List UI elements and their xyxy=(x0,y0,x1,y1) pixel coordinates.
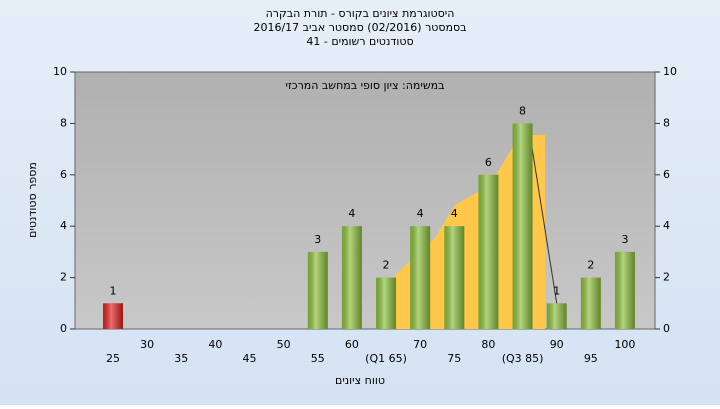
x-tick-label: (Q1 65) xyxy=(365,352,407,365)
y-tick-label: 0 xyxy=(60,322,67,335)
x-tick-label: 30 xyxy=(140,338,154,351)
trend-line xyxy=(529,134,558,306)
y2-tick-label: 4 xyxy=(663,219,670,232)
bar-shade xyxy=(512,123,533,330)
bar-shade xyxy=(341,226,362,329)
x-axis-label: טווח ציונים xyxy=(335,374,385,387)
value-label: 1 xyxy=(110,284,117,297)
x-tick-label: 55 xyxy=(311,352,325,365)
value-label: 2 xyxy=(587,259,594,272)
x-tick-label: 45 xyxy=(243,352,257,365)
value-label: 6 xyxy=(485,156,492,169)
y-tick-label: 2 xyxy=(60,271,67,284)
annotation: במשימה: ציון סופי במחשב המרכזי xyxy=(285,79,444,92)
value-label: 4 xyxy=(417,207,424,220)
bar-shade xyxy=(546,303,567,329)
x-tick-label: 60 xyxy=(345,338,359,351)
y2-tick-label: 8 xyxy=(663,116,670,129)
x-tick-label: 95 xyxy=(584,352,598,365)
y-axis-label: מספר סטודנטים xyxy=(26,162,39,238)
value-label: 4 xyxy=(348,207,355,220)
y2-tick-label: 2 xyxy=(663,271,670,284)
y2-tick-label: 6 xyxy=(663,168,670,181)
bar-shade xyxy=(376,277,397,329)
bar-shade xyxy=(614,251,635,329)
bar-shade xyxy=(307,251,328,329)
x-tick-label: 70 xyxy=(413,338,427,351)
y-tick-label: 8 xyxy=(60,116,67,129)
plot-area xyxy=(74,71,656,330)
x-tick-label: 50 xyxy=(277,338,291,351)
x-tick-label: 25 xyxy=(106,352,120,365)
bar-shade xyxy=(478,174,499,329)
distribution-area xyxy=(395,135,545,329)
value-label: 3 xyxy=(314,233,321,246)
x-tick-label: 75 xyxy=(447,352,461,365)
bar-shade xyxy=(580,277,601,329)
value-label: 1 xyxy=(553,284,560,297)
y2-tick-label: 0 xyxy=(663,322,670,335)
value-label: 3 xyxy=(621,233,628,246)
y-tick-label: 6 xyxy=(60,168,67,181)
chart-subtitle: בסמסטר (02/2016) סמסטר אביב 2016/17 xyxy=(253,21,466,34)
value-label: 4 xyxy=(451,207,458,220)
value-label: 8 xyxy=(519,104,526,117)
y2-tick-label: 10 xyxy=(663,65,677,78)
bar-shade xyxy=(444,226,465,329)
chart-subtitle: סטודנטים רשומים - 41 xyxy=(306,35,413,48)
x-tick-label: 100 xyxy=(614,338,635,351)
x-tick-label: 90 xyxy=(550,338,564,351)
bar-shade xyxy=(103,303,123,329)
x-tick-label: 40 xyxy=(208,338,222,351)
x-tick-label: 80 xyxy=(481,338,495,351)
value-label: 2 xyxy=(383,259,390,272)
x-tick-label: 35 xyxy=(174,352,188,365)
bar-shade xyxy=(410,226,431,329)
chart-title: היסטוגרמת ציונים בקורס - תורת הבקרה xyxy=(266,7,455,20)
x-tick-label: (Q3 85) xyxy=(502,352,544,365)
y-tick-label: 10 xyxy=(53,65,67,78)
y-tick-label: 4 xyxy=(60,219,67,232)
